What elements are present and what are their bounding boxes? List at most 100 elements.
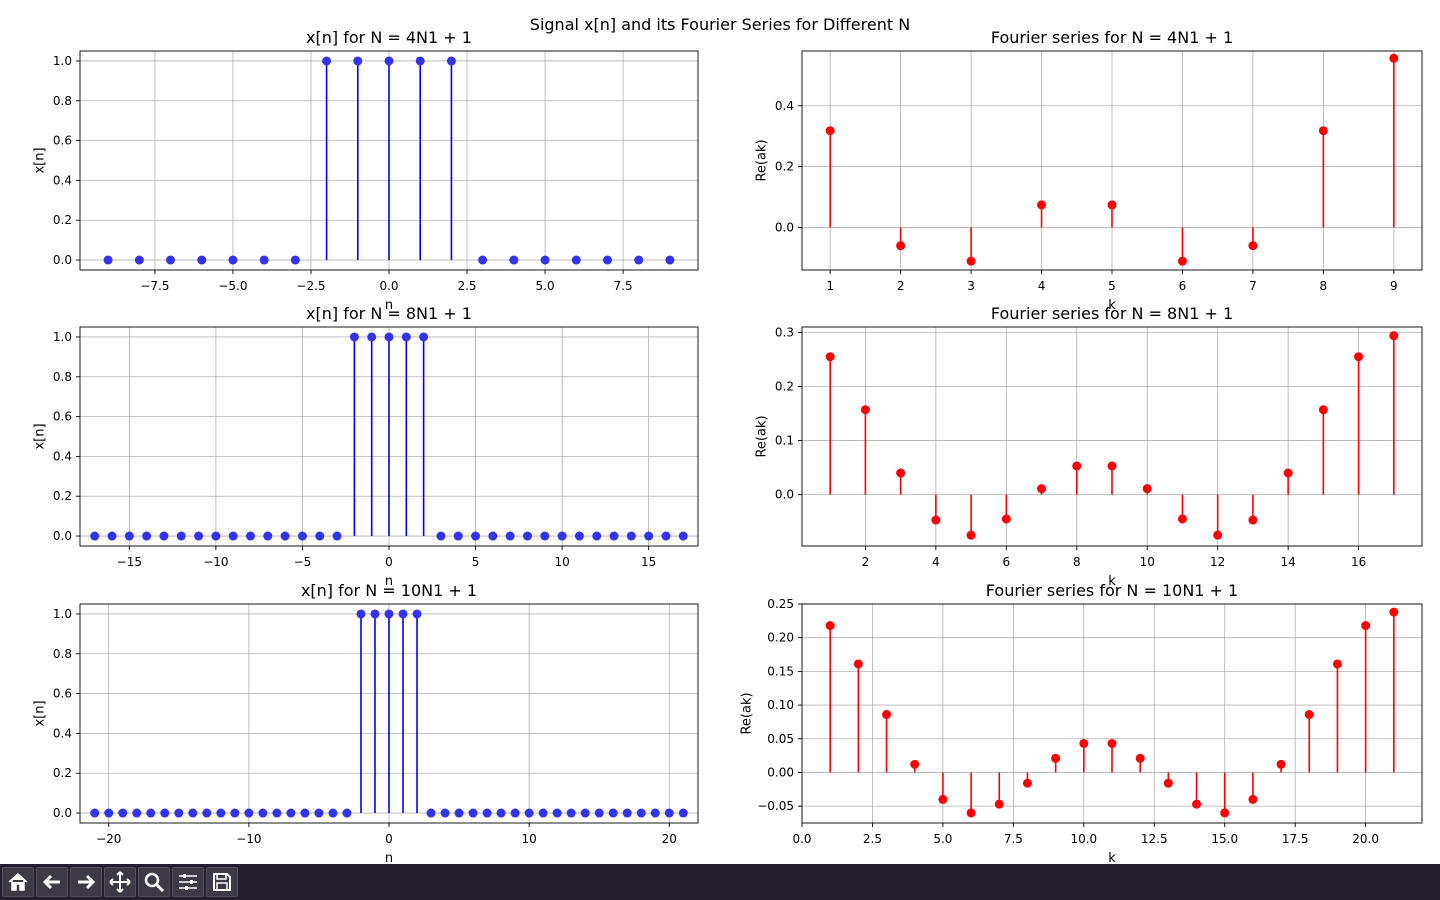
stem-marker [488,531,498,541]
stem-marker [1332,659,1342,669]
stem-marker [328,808,338,818]
stem-marker [228,255,238,265]
stem-marker [384,332,394,342]
stem-marker [1318,405,1328,415]
stem-marker [1361,621,1371,631]
y-tick-label: 0.1 [775,434,794,448]
stem-marker [678,808,688,818]
y-tick-label: −0.05 [757,799,794,813]
x-tick-label: 20.0 [1352,832,1379,846]
y-tick-label: 0.2 [53,489,72,503]
stem-marker [1079,738,1089,748]
y-tick-label: 0.4 [775,99,794,113]
stem-marker [1072,461,1082,471]
stem-marker [258,808,268,818]
pan-button[interactable] [104,867,136,897]
stem-marker [446,56,456,66]
stem-marker [1163,778,1173,788]
back-button[interactable] [36,867,68,897]
stem-marker [90,531,100,541]
y-tick-label: 0.2 [775,160,794,174]
y-tick-label: 0.2 [53,213,72,227]
stem-marker [622,808,632,818]
x-axis-label: k [1108,298,1116,313]
y-tick-label: 0.6 [53,410,72,424]
stem-marker [1177,514,1187,524]
stem-marker [1389,607,1399,617]
y-tick-label: 0.25 [767,597,794,611]
stem-marker [132,808,142,818]
stem-marker [552,808,562,818]
stem-marker [367,332,377,342]
zoom-icon [144,872,165,893]
stem-marker [1135,753,1145,763]
zoom-button[interactable] [138,867,170,897]
x-tick-label: −20 [96,832,121,846]
subplot-5: −20 −10 0 10 20 0.0 0.2 0.4 0.6 0.8 1.0 x[n] for N … [33,581,699,864]
stem-marker [896,241,906,251]
x-tick-label: −5.0 [218,279,247,293]
x-tick-label: 0.0 [792,832,811,846]
stem-marker [636,808,646,818]
stem-marker [202,808,212,818]
y-tick-label: 0.15 [767,664,794,678]
stem-marker [661,531,671,541]
forward-button[interactable] [70,867,102,897]
stem-marker [1051,753,1061,763]
x-axis-label: k [1108,574,1116,589]
stem-marker [609,531,619,541]
stem-marker [1037,484,1047,494]
back-icon [42,874,60,890]
home-button[interactable] [2,867,34,897]
stem-marker [1022,778,1032,788]
x-tick-label: 10 [554,555,569,569]
stem-marker [931,515,941,525]
stem-marker [124,531,134,541]
stem-marker [300,808,310,818]
x-tick-label: 3 [967,279,975,293]
stem-marker [384,609,394,619]
y-tick-label: 0.3 [775,325,794,339]
stem-marker [1318,126,1328,136]
y-axis-label: Re(ak) [740,692,755,734]
x-tick-label: 5.0 [933,832,952,846]
stem-marker [482,808,492,818]
subplot-title: Fourier series for N = 10N1 + 1 [986,581,1238,600]
y-tick-label: 1.0 [53,330,72,344]
stem-marker [332,531,342,541]
save-icon [213,873,231,891]
stem-marker [540,531,550,541]
stem-marker [882,710,892,720]
x-tick-label: 10 [521,832,536,846]
stem-marker [370,609,380,619]
stem-marker [592,531,602,541]
stem-marker [644,531,654,541]
x-tick-label: 14 [1280,555,1295,569]
configure-subplots-button[interactable] [172,867,204,897]
y-axis-label: x[n] [33,147,48,173]
x-tick-label: 20 [662,832,677,846]
stem-marker [665,255,675,265]
stem-marker [994,799,1004,809]
stem-marker [342,808,352,818]
stem-marker [510,808,520,818]
stem-marker [1001,514,1011,524]
stem-marker [478,255,488,265]
stem-marker [272,808,282,818]
x-tick-label: 2.5 [863,832,882,846]
stem-marker [194,531,204,541]
configure-subplots-icon [179,874,197,890]
stem-marker [290,255,300,265]
x-tick-label: 17.5 [1282,832,1309,846]
x-tick-label: 0 [385,555,393,569]
stem-marker [910,759,920,769]
save-button[interactable] [206,867,238,897]
stem-marker [540,255,550,265]
x-tick-label: 8 [1320,279,1328,293]
stem-marker [509,255,519,265]
stem-marker [650,808,660,818]
stem-marker [322,56,332,66]
stem-marker [107,531,117,541]
x-axis-label: n [385,851,393,864]
y-tick-label: 0.0 [53,253,72,267]
